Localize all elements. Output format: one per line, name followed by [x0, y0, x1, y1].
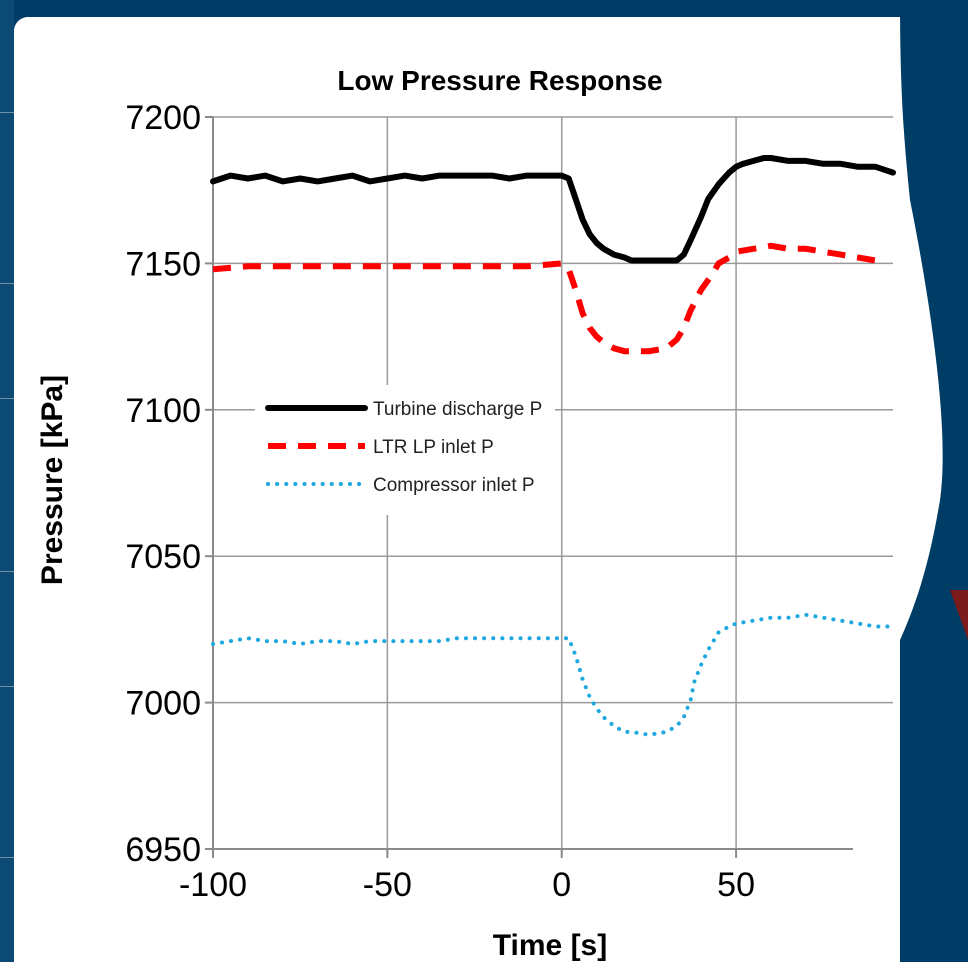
- series-line-2: [212, 242, 877, 355]
- series-line-1: [210, 155, 896, 264]
- y-tick-label: 7150: [125, 245, 201, 283]
- strip-divider: [0, 283, 14, 284]
- legend-label: LTR LP inlet P: [373, 437, 494, 458]
- x-tick-labels: -100 -50 0 50: [179, 866, 755, 904]
- x-axis-title: Time [s]: [493, 929, 607, 962]
- series-line-3: [211, 612, 895, 737]
- y-tick-label: 7200: [125, 99, 201, 137]
- y-tick-label: 7000: [125, 685, 201, 723]
- strip-divider: [0, 112, 14, 113]
- legend-label: Compressor inlet P: [373, 475, 535, 496]
- y-tick-labels: 7200 7150 7100 7050 7000 6950: [125, 99, 201, 869]
- x-tick-label: 0: [552, 866, 571, 904]
- y-tick-label: 6950: [125, 831, 201, 869]
- y-tick-label: 7050: [125, 538, 201, 576]
- strip-divider: [0, 398, 14, 399]
- x-tick-label: 50: [717, 866, 755, 904]
- slide-left-strip: [0, 0, 14, 962]
- x-tick-label: -50: [363, 866, 412, 904]
- axes: [205, 116, 853, 858]
- chart-title: Low Pressure Response: [337, 65, 662, 96]
- y-axis-title: Pressure [kPa]: [36, 375, 69, 585]
- series-lines: [210, 155, 896, 737]
- strip-divider: [0, 571, 14, 572]
- strip-divider: [0, 857, 14, 858]
- strip-divider: [0, 686, 14, 687]
- y-tick-label: 7100: [125, 392, 201, 430]
- legend-label: Turbine discharge P: [373, 399, 542, 420]
- decorative-arrow-shape: [900, 0, 968, 962]
- legend: Turbine discharge P LTR LP inlet P Compres…: [255, 385, 555, 515]
- x-tick-label: -100: [179, 866, 247, 904]
